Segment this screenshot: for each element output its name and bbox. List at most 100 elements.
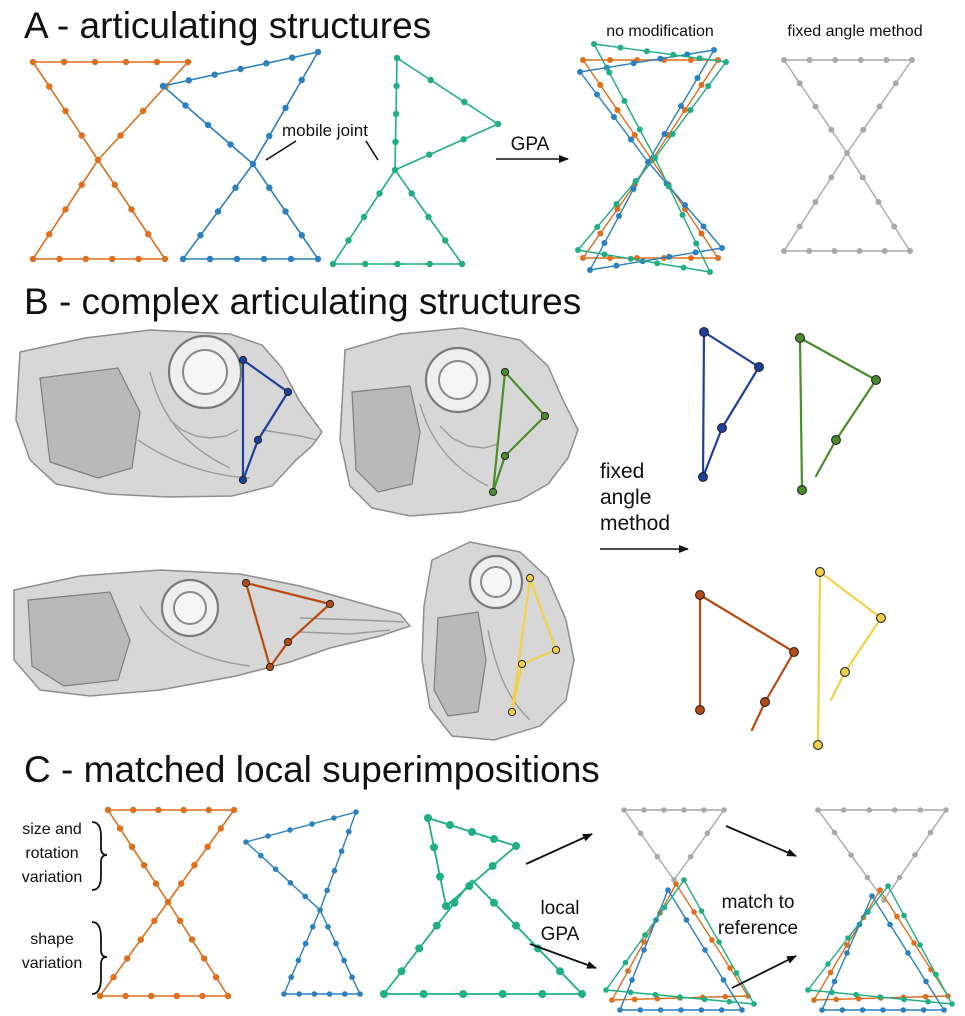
landmark-point — [691, 909, 697, 915]
landmark-point — [498, 990, 507, 998]
landmark-point — [678, 1007, 684, 1013]
shape-variation-line1: shape — [30, 931, 74, 948]
landmark-point — [848, 852, 854, 858]
landmark-point — [699, 327, 709, 337]
landmark-point — [859, 1007, 866, 1013]
landmark-point — [709, 937, 715, 943]
landmark-point — [349, 974, 355, 980]
landmark-point — [795, 333, 805, 343]
fish-skull-1 — [15, 329, 323, 498]
segment — [720, 365, 761, 430]
landmark-point — [917, 807, 924, 813]
landmark-point — [182, 102, 189, 109]
landmark-point — [380, 990, 388, 998]
segment — [579, 49, 715, 73]
landmark-point — [891, 223, 898, 230]
landmark-point — [840, 807, 847, 813]
landmark-point — [631, 996, 638, 1003]
landmark-point — [272, 866, 279, 872]
landmark-point — [907, 248, 913, 254]
landmark-point — [397, 967, 406, 976]
landmark-point — [392, 138, 399, 146]
landmark-point — [698, 1007, 705, 1013]
landmark-point — [432, 921, 441, 930]
landmark-point — [243, 839, 249, 845]
landmark-point — [200, 955, 208, 962]
landmark-point — [295, 957, 302, 964]
fish-skull-3 — [13, 569, 412, 697]
landmark-point — [591, 41, 597, 47]
landmark-point — [512, 842, 520, 850]
landmark-point — [688, 255, 694, 261]
landmark-point — [702, 947, 708, 953]
local-gpa-line2: GPA — [541, 924, 580, 945]
segment — [383, 879, 473, 995]
landmark-point — [797, 485, 807, 495]
landmark-point — [721, 807, 727, 813]
shape-c-orange — [96, 806, 238, 1000]
landmark-point — [688, 57, 694, 63]
gpa-overlay — [575, 41, 729, 275]
landmark-point — [458, 260, 466, 268]
landmark-point — [920, 1007, 927, 1013]
landmark-point — [875, 199, 882, 205]
landmark-point — [680, 264, 687, 271]
landmark-point — [117, 132, 124, 139]
landmark-point — [424, 814, 432, 822]
landmark-point — [575, 247, 581, 253]
segment — [702, 330, 761, 369]
landmark-point — [217, 825, 224, 832]
landmark-point — [281, 991, 287, 997]
landmark-point — [733, 970, 740, 976]
landmark-point — [597, 230, 604, 237]
landmark-point — [360, 213, 368, 221]
gpa-arrow: GPA — [496, 134, 569, 163]
landmark-point — [556, 967, 564, 976]
landmark-point — [833, 996, 840, 1003]
landmark-point — [287, 880, 294, 886]
landmark-point — [538, 990, 547, 998]
landmark-point — [621, 98, 628, 104]
landmark-point — [314, 48, 322, 56]
landmark-point — [145, 231, 152, 238]
mobile-joint-label: mobile joint — [282, 121, 368, 140]
landmark-point — [682, 202, 688, 208]
landmark-point — [665, 183, 672, 190]
match-reference-line1: match to — [722, 892, 795, 913]
fish-skull-2 — [339, 327, 579, 517]
landmark-point — [128, 843, 136, 850]
landmark-point — [260, 255, 268, 263]
landmark-point — [230, 806, 238, 814]
landmark-point — [446, 821, 454, 829]
landmark-point — [140, 862, 148, 869]
landmark-point — [844, 942, 850, 948]
landmark-point — [627, 989, 634, 996]
landmark-point — [179, 255, 187, 263]
landmark-point — [594, 224, 601, 230]
landmark-point — [266, 132, 273, 140]
landmark-point — [512, 921, 520, 930]
landmark-point — [806, 248, 813, 254]
landmark-point — [643, 48, 650, 55]
landmark-point — [866, 807, 872, 813]
landmark-point — [911, 940, 917, 946]
landmark-point — [681, 807, 687, 813]
landmark-point — [949, 1001, 955, 1007]
segment — [701, 426, 724, 479]
landmark-point — [238, 355, 248, 365]
landmark-point — [426, 260, 433, 268]
landmark-point — [188, 936, 196, 943]
landmark-point — [631, 132, 638, 138]
landmark-point — [302, 893, 309, 900]
landmark-point — [577, 69, 583, 75]
landmark-point — [828, 126, 835, 133]
segment — [245, 841, 321, 911]
segment — [99, 901, 169, 997]
landmark-point — [212, 974, 220, 981]
landmark-point — [78, 132, 85, 139]
landmark-point — [607, 57, 613, 63]
landmark-point — [488, 862, 497, 870]
landmark-point — [298, 76, 305, 84]
segment — [577, 249, 711, 273]
